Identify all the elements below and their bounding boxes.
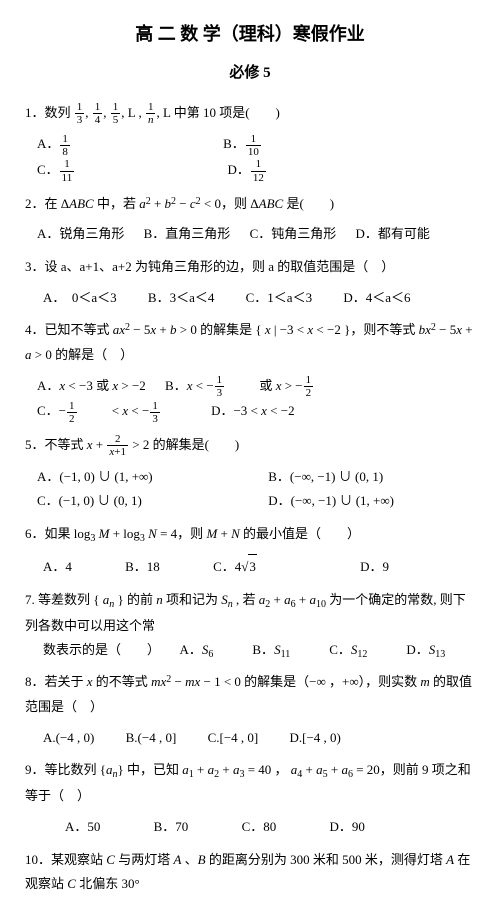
opt-8a: A.(−4 , 0): [43, 726, 94, 751]
opt-8d: D.[−4 , 0): [289, 726, 340, 751]
opt-3d: D．4＜a＜6: [343, 286, 410, 311]
opt-1d: D．112: [228, 158, 366, 184]
opt-2c: C．钝角三角形: [250, 222, 337, 247]
opt-3a: A． 0＜a＜3: [43, 286, 117, 311]
opt-4d: D．−3 < x < −2: [211, 399, 295, 424]
opt-1b: B．110: [223, 132, 361, 158]
opt-1a: A．18: [37, 132, 170, 158]
page-subtitle: 必修 5: [25, 61, 475, 85]
page-title: 高 二 数 学（理科）寒假作业: [25, 20, 475, 49]
question-9: 9．等比数列 {an} 中，已知 a1 + a2 + a3 = 40 ， a4 …: [25, 758, 475, 809]
opt-9c: C．80: [242, 815, 277, 840]
question-4: 4．已知不等式 ax2 − 5x + b > 0 的解集是 { x | −3 <…: [25, 318, 475, 367]
opt-2b: B．直角三角形: [144, 222, 231, 247]
opt-3c: C．1＜a＜3: [246, 286, 312, 311]
opt-5c: C．(−1, 0) ∪ (0, 1): [37, 489, 237, 514]
options-9: A．50 B．70 C．80 D．90: [25, 815, 475, 840]
opt-2a: A．锐角三角形: [37, 222, 124, 247]
options-3: A． 0＜a＜3 B．3＜a＜4 C．1＜a＜3 D．4＜a＜6: [25, 286, 475, 311]
question-8: 8．若关于 x 的不等式 mx2 − mx − 1 < 0 的解集是（−∞ ，+…: [25, 670, 475, 719]
opt-5b: B．(−∞, −1) ∪ (0, 1): [268, 465, 383, 490]
options-5: A．(−1, 0) ∪ (1, +∞) B．(−∞, −1) ∪ (0, 1) …: [25, 465, 475, 514]
opt-8c: C.[−4 , 0]: [208, 726, 259, 751]
opt-4c: C．−12 < x < −13: [37, 399, 192, 425]
opt-6a: A．4: [43, 555, 72, 580]
opt-6c: C．4√3: [213, 554, 307, 580]
options-8: A.(−4 , 0) B.(−4 , 0] C.[−4 , 0] D.[−4 ,…: [25, 726, 475, 751]
options-4: A．x < −3 或 x > −2 B．x < −13 或 x > −12 C．…: [25, 374, 475, 425]
opt-5d: D．(−∞, −1) ∪ (1, +∞): [268, 489, 394, 514]
opt-2d: D．都有可能: [355, 222, 429, 247]
opt-4b: B．x < −13 或 x > −12: [165, 374, 345, 400]
question-7: 7. 等差数列 { an } 的前 n 项和记为 Sn , 若 a2 + a6 …: [25, 588, 475, 665]
opt-8b: B.(−4 , 0]: [126, 726, 177, 751]
opt-9d: D．90: [329, 815, 364, 840]
question-3: 3．设 a、a+1、a+2 为钝角三角形的边，则 a 的取值范围是（ ）: [25, 255, 475, 280]
question-1: 1．数列 13, 14, 15, L , 1n, L 中第 10 项是( ): [25, 101, 475, 127]
opt-3b: B．3＜a＜4: [148, 286, 214, 311]
question-5: 5．不等式 x + 2x+1 > 2 的解集是( ): [25, 433, 475, 459]
opt-9b: B．70: [154, 815, 189, 840]
opt-1c: C．111: [37, 158, 174, 184]
opt-9a: A．50: [65, 815, 100, 840]
opt-5a: A．(−1, 0) ∪ (1, +∞): [37, 465, 237, 490]
opt-4a: A．x < −3 或 x > −2: [37, 374, 146, 399]
opt-6b: B．18: [125, 555, 160, 580]
options-1: A．18 B．110 C．111 D．112: [25, 132, 475, 183]
opt-6d: D．9: [360, 555, 389, 580]
question-10: 10．某观察站 C 与两灯塔 A 、B 的距离分别为 300 米和 500 米，…: [25, 848, 475, 897]
question-2: 2．在 ΔABC 中，若 a2 + b2 − c2 < 0，则 ΔABC 是( …: [25, 192, 475, 217]
options-6: A．4 B．18 C．4√3 D．9: [25, 554, 475, 580]
options-2: A．锐角三角形 B．直角三角形 C．钝角三角形 D．都有可能: [25, 222, 475, 247]
question-6: 6．如果 log3 M + log3 N = 4，则 M + N 的最小值是（ …: [25, 522, 475, 548]
